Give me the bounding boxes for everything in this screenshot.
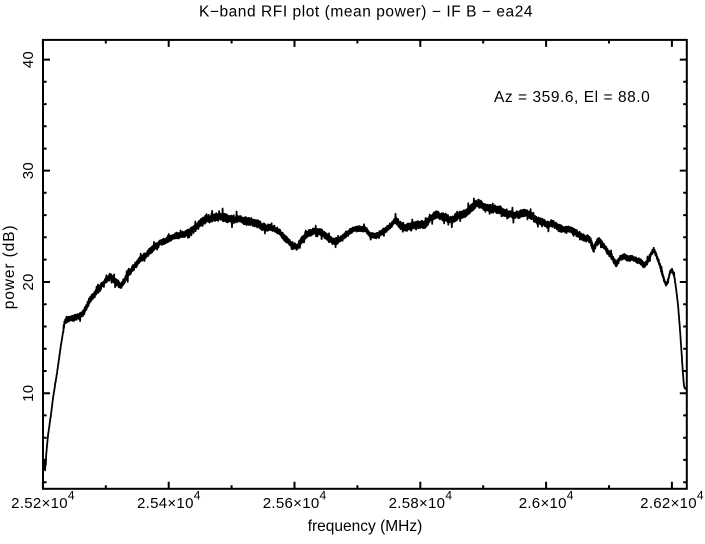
svg-text:20: 20 bbox=[20, 273, 37, 290]
svg-text:power (dB): power (dB) bbox=[1, 224, 18, 309]
svg-text:2.56×104: 2.56×104 bbox=[263, 489, 327, 513]
svg-text:2.54×104: 2.54×104 bbox=[137, 489, 201, 513]
svg-text:K−band RFI plot (mean power) −: K−band RFI plot (mean power) − IF B − ea… bbox=[199, 4, 533, 21]
svg-text:2.52×104: 2.52×104 bbox=[11, 489, 75, 513]
svg-text:40: 40 bbox=[20, 51, 37, 68]
svg-text:Az = 359.6, El = 88.0: Az = 359.6, El = 88.0 bbox=[494, 89, 650, 106]
svg-text:2.58×104: 2.58×104 bbox=[389, 489, 453, 513]
svg-text:10: 10 bbox=[20, 385, 37, 402]
svg-text:30: 30 bbox=[20, 162, 37, 179]
svg-text:2.62×104: 2.62×104 bbox=[640, 489, 704, 513]
svg-text:2.6×104: 2.6×104 bbox=[519, 489, 574, 513]
svg-text:frequency (MHz): frequency (MHz) bbox=[308, 518, 423, 535]
